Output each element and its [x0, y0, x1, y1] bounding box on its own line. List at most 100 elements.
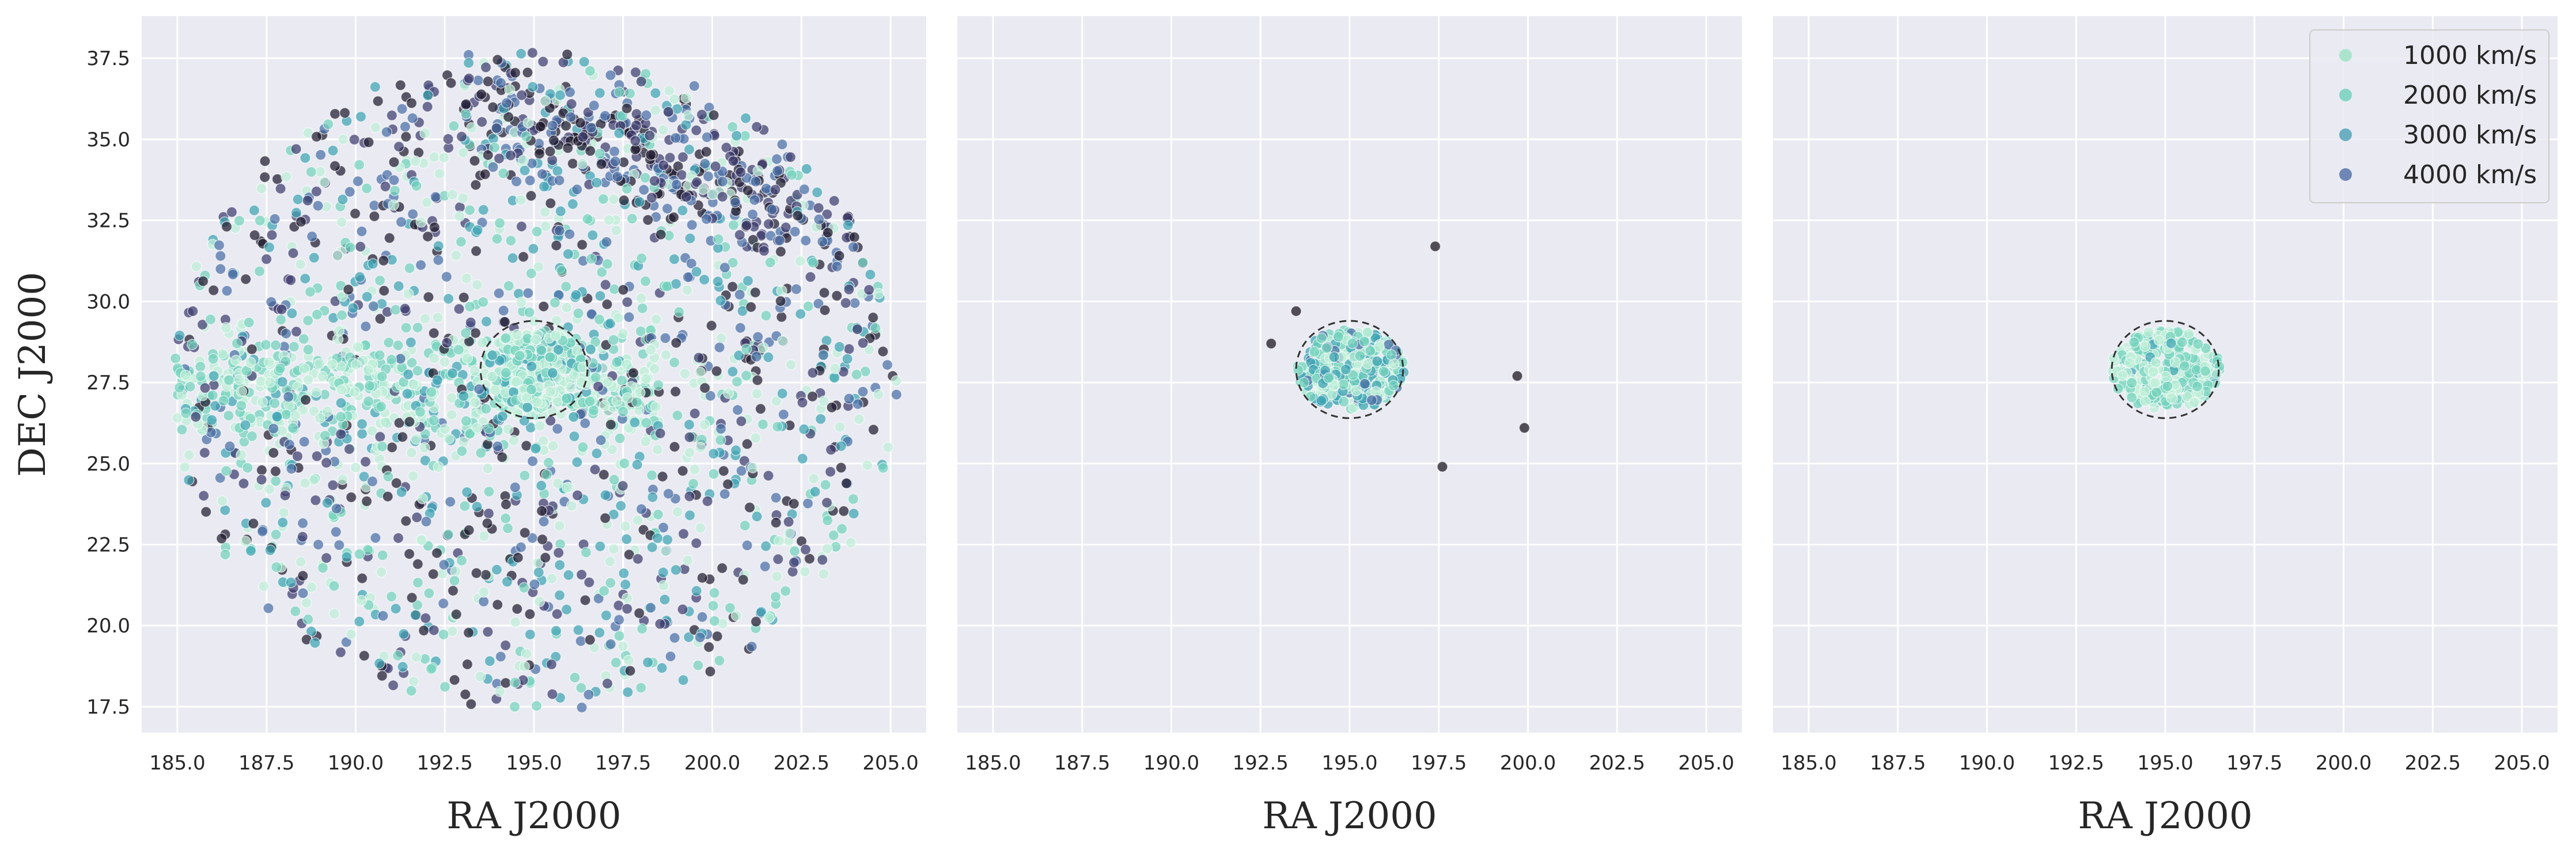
data-point	[502, 522, 514, 534]
data-point	[500, 332, 512, 344]
data-point	[275, 314, 287, 325]
data-point	[439, 681, 451, 693]
data-point	[518, 661, 531, 672]
data-point	[397, 661, 408, 673]
data-point	[415, 216, 427, 228]
data-point	[329, 160, 341, 172]
data-point	[857, 337, 869, 349]
data-point	[180, 369, 192, 381]
data-point	[419, 454, 431, 467]
data-point	[825, 444, 837, 456]
data-point	[593, 313, 605, 325]
data-point	[524, 628, 536, 640]
data-point	[287, 247, 299, 259]
data-point	[367, 258, 379, 270]
data-point	[308, 252, 320, 264]
data-point	[657, 567, 669, 578]
data-point	[1321, 342, 1332, 354]
x-tick-label: 195.0	[1321, 752, 1377, 775]
data-point	[341, 551, 353, 563]
data-point	[425, 663, 437, 675]
data-point	[614, 433, 626, 444]
data-point	[712, 276, 724, 287]
data-point	[502, 111, 514, 123]
data-point	[789, 226, 801, 237]
data-point	[492, 441, 503, 452]
data-point	[805, 271, 816, 283]
data-point	[684, 233, 696, 244]
data-point	[246, 430, 258, 442]
data-point	[176, 424, 188, 435]
data-point	[635, 293, 647, 304]
data-point	[544, 386, 556, 397]
data-point	[734, 166, 747, 178]
data-point	[319, 430, 331, 442]
data-point	[348, 134, 360, 146]
data-point	[248, 518, 259, 529]
data-point	[624, 665, 636, 677]
x-tick-label: 192.5	[1233, 752, 1289, 775]
data-point	[195, 361, 206, 373]
data-point	[641, 417, 652, 429]
data-point	[395, 216, 407, 228]
x-tick-label: 185.0	[1781, 752, 1836, 775]
data-point	[412, 365, 423, 377]
data-point	[750, 176, 762, 187]
data-point	[770, 591, 782, 602]
data-point	[778, 408, 790, 420]
data-point	[294, 259, 306, 270]
data-point	[510, 376, 522, 388]
data-point	[604, 317, 616, 329]
data-point	[400, 131, 412, 143]
data-point	[689, 464, 700, 475]
data-point	[560, 280, 572, 293]
data-point	[461, 272, 472, 285]
data-point	[416, 492, 429, 505]
data-point	[359, 456, 372, 468]
data-point	[2139, 386, 2150, 397]
data-point	[498, 305, 509, 317]
data-point	[668, 253, 680, 265]
data-point	[385, 591, 397, 602]
data-point	[2162, 380, 2173, 392]
data-point	[745, 301, 757, 313]
data-point	[263, 602, 274, 614]
data-point	[732, 404, 744, 416]
data-point	[746, 640, 757, 653]
data-point	[313, 358, 325, 370]
data-point	[677, 604, 688, 615]
data-point	[617, 328, 629, 339]
data-point	[407, 112, 418, 124]
data-point	[369, 210, 380, 222]
data-point	[556, 265, 567, 276]
data-point	[605, 419, 617, 430]
data-point	[815, 413, 827, 425]
data-point	[399, 121, 411, 132]
data-point	[442, 293, 454, 305]
data-point	[244, 357, 256, 368]
data-point	[344, 241, 356, 253]
data-point	[270, 529, 282, 540]
data-point	[1358, 336, 1370, 347]
data-point	[842, 219, 854, 231]
data-point	[509, 701, 521, 712]
data-point	[469, 327, 482, 339]
data-point	[566, 98, 577, 110]
data-point	[2139, 395, 2151, 407]
data-point	[406, 685, 417, 697]
data-point	[270, 339, 282, 351]
x-tick-label: 187.5	[238, 752, 294, 775]
data-point	[750, 432, 762, 444]
data-point	[529, 578, 540, 590]
data-point	[354, 548, 365, 560]
data-point	[594, 290, 606, 302]
data-point	[560, 604, 573, 616]
data-point	[733, 350, 745, 361]
data-point	[2143, 326, 2154, 338]
data-point	[612, 171, 623, 183]
data-point	[785, 151, 797, 163]
data-point	[338, 133, 349, 145]
data-point	[852, 398, 863, 410]
data-point	[649, 175, 661, 187]
data-point	[410, 609, 421, 621]
